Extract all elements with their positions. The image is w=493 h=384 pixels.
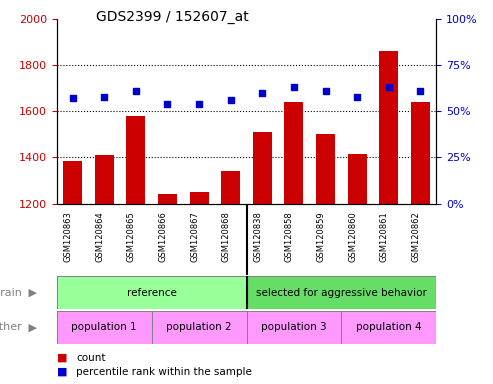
Text: GSM120862: GSM120862 <box>412 211 421 262</box>
Bar <box>57 311 152 344</box>
Text: GSM120867: GSM120867 <box>190 211 199 262</box>
Point <box>258 90 266 96</box>
Text: population 4: population 4 <box>356 322 422 333</box>
Bar <box>348 154 367 204</box>
Point <box>132 88 140 94</box>
Text: GDS2399 / 152607_at: GDS2399 / 152607_at <box>96 10 249 23</box>
Point <box>417 88 424 94</box>
Text: ■: ■ <box>57 353 67 363</box>
Text: GSM120859: GSM120859 <box>317 211 325 262</box>
Bar <box>341 311 436 344</box>
Bar <box>284 102 304 204</box>
Point <box>100 94 108 100</box>
Point <box>69 95 76 101</box>
Bar <box>246 276 436 309</box>
Point <box>353 94 361 100</box>
Text: GSM120868: GSM120868 <box>222 211 231 262</box>
Bar <box>152 311 246 344</box>
Point <box>227 97 235 103</box>
Bar <box>246 311 341 344</box>
Text: ▶: ▶ <box>25 288 36 298</box>
Bar <box>95 155 113 204</box>
Text: GSM120858: GSM120858 <box>285 211 294 262</box>
Text: GSM120866: GSM120866 <box>158 211 168 262</box>
Bar <box>253 132 272 204</box>
Text: GSM120861: GSM120861 <box>380 211 389 262</box>
Point <box>290 84 298 91</box>
Text: population 3: population 3 <box>261 322 327 333</box>
Text: GSM120838: GSM120838 <box>253 211 262 262</box>
Point <box>164 101 172 107</box>
Bar <box>316 134 335 204</box>
Text: other: other <box>0 322 22 333</box>
Bar <box>411 102 430 204</box>
Bar <box>221 171 240 204</box>
Text: count: count <box>76 353 106 363</box>
Bar <box>126 116 145 204</box>
Text: population 2: population 2 <box>166 322 232 333</box>
Text: GSM120860: GSM120860 <box>348 211 357 262</box>
Bar <box>189 192 209 204</box>
Point <box>385 84 393 91</box>
Bar <box>158 194 177 204</box>
Text: population 1: population 1 <box>71 322 137 333</box>
Point <box>321 88 329 94</box>
Text: selected for aggressive behavior: selected for aggressive behavior <box>256 288 427 298</box>
Text: percentile rank within the sample: percentile rank within the sample <box>76 366 252 377</box>
Text: strain: strain <box>0 288 22 298</box>
Bar <box>57 276 246 309</box>
Point <box>195 101 203 107</box>
Bar <box>63 161 82 204</box>
Text: GSM120864: GSM120864 <box>95 211 104 262</box>
Text: GSM120865: GSM120865 <box>127 211 136 262</box>
Bar <box>380 51 398 204</box>
Text: GSM120863: GSM120863 <box>64 211 72 262</box>
Text: ■: ■ <box>57 366 67 377</box>
Text: reference: reference <box>127 288 176 298</box>
Text: ▶: ▶ <box>25 322 36 333</box>
